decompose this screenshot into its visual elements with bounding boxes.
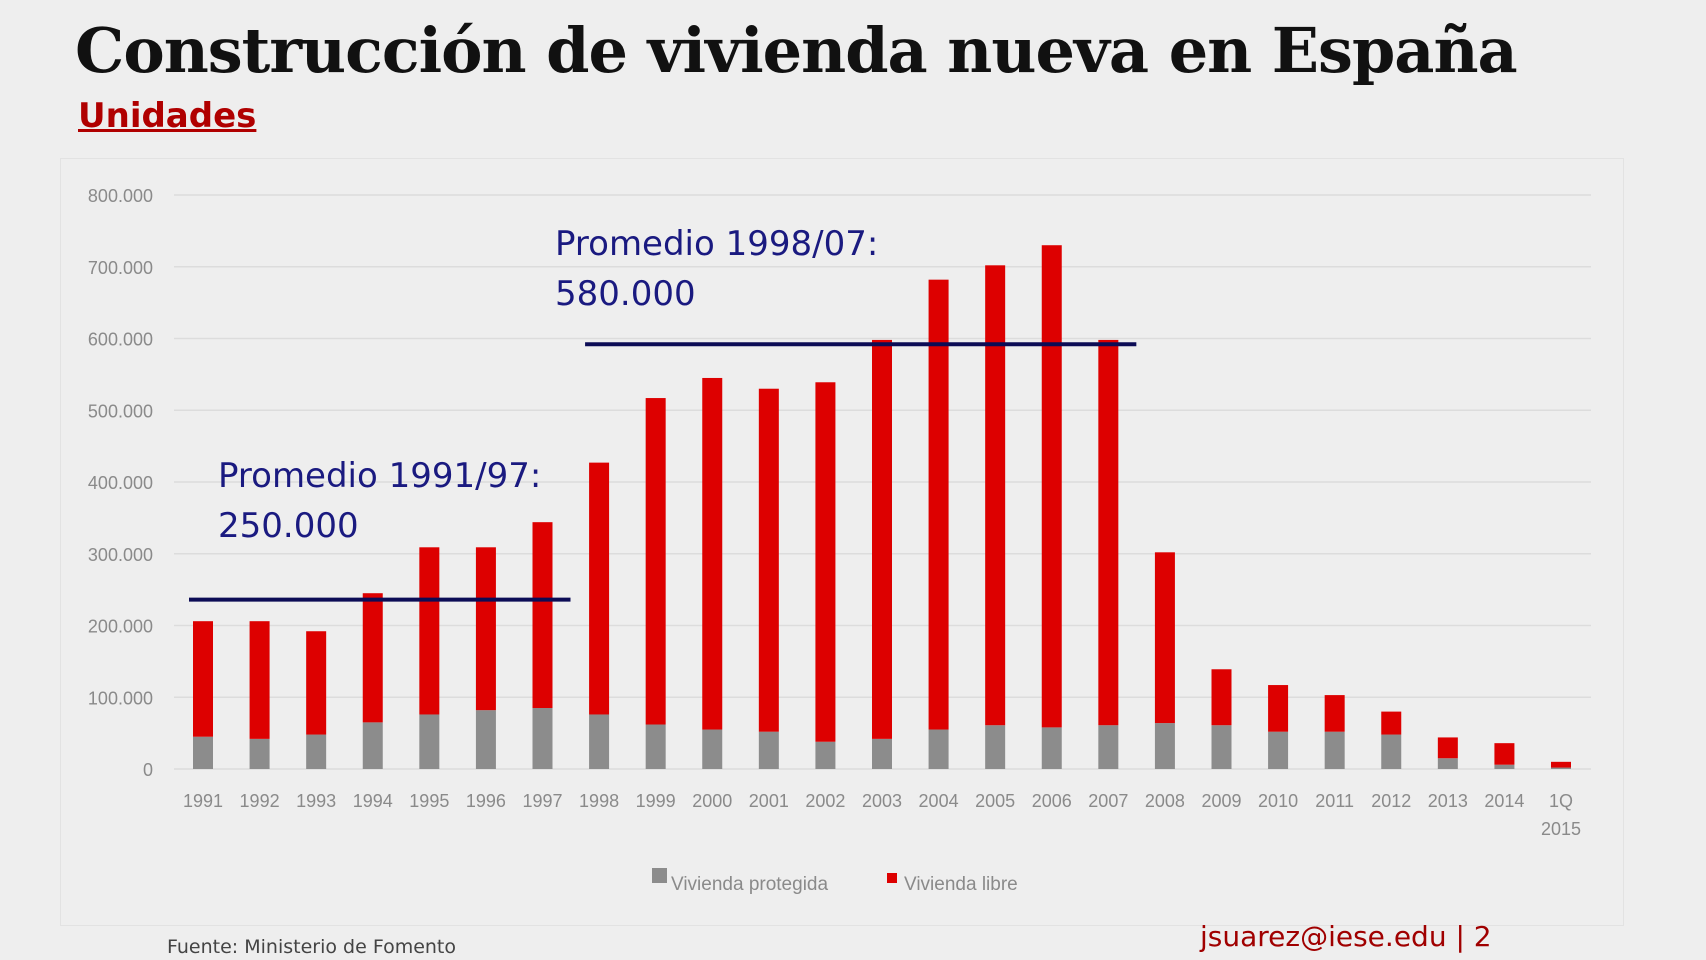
bar-libre	[985, 265, 1006, 726]
legend-label: Vivienda protegida	[671, 874, 828, 895]
x-tick-label: 2004	[919, 791, 959, 811]
average-label: Promedio 1991/97:	[218, 456, 541, 496]
bar-protegida	[1154, 723, 1175, 769]
y-tick-label: 700.000	[88, 258, 153, 278]
bar-libre	[1154, 552, 1175, 724]
bar-libre	[1211, 669, 1232, 726]
y-tick-label: 400.000	[88, 473, 153, 493]
chart-frame	[60, 158, 1624, 926]
bar-libre	[928, 279, 949, 730]
x-tick-label: 1999	[636, 791, 676, 811]
x-tick-label: 1996	[466, 791, 506, 811]
bar-protegida	[1098, 725, 1119, 769]
average-label: Promedio 1998/07:	[555, 224, 878, 264]
x-tick-label: 2014	[1484, 791, 1524, 811]
contact-footer: jsuarez@iese.edu | 2	[1200, 920, 1492, 953]
bar-protegida	[1381, 734, 1402, 769]
bar-libre	[1041, 245, 1062, 728]
x-tick-label: 2009	[1201, 791, 1241, 811]
bar-libre	[193, 621, 213, 737]
legend-label: Vivienda libre	[904, 874, 1018, 895]
x-tick-label: 2008	[1145, 791, 1185, 811]
bar-protegida	[475, 710, 496, 769]
bar-libre	[815, 382, 836, 742]
x-tick-label: 2013	[1428, 791, 1468, 811]
bar-protegida	[306, 734, 327, 769]
bar-libre	[645, 398, 666, 725]
x-tick-label: 2005	[975, 791, 1015, 811]
x-tick-label: 1998	[579, 791, 619, 811]
y-tick-label: 200.000	[88, 617, 153, 637]
bar-protegida	[249, 738, 270, 769]
bar-libre	[1551, 761, 1571, 768]
y-tick-label: 500.000	[88, 401, 153, 421]
bar-protegida	[1268, 731, 1289, 769]
x-tick-label: 1995	[409, 791, 449, 811]
x-tick-label: 2006	[1032, 791, 1072, 811]
bar-libre	[1098, 339, 1119, 726]
legend-swatch	[652, 868, 667, 883]
bar-libre	[702, 377, 723, 730]
x-tick-label: 2010	[1258, 791, 1298, 811]
bar-protegida	[1324, 731, 1345, 769]
bar-protegida	[193, 736, 213, 769]
bar-protegida	[645, 724, 666, 769]
source-note: Fuente: Ministerio de Fomento	[167, 936, 457, 958]
x-tick-label: 2001	[749, 791, 789, 811]
bar-protegida	[1551, 767, 1571, 769]
y-tick-label: 0	[143, 760, 153, 780]
bar-protegida	[532, 708, 553, 769]
bar-protegida	[1211, 725, 1232, 769]
x-tick-label: 2000	[692, 791, 732, 811]
x-tick-label: 1997	[522, 791, 562, 811]
bar-libre	[1324, 695, 1345, 732]
bar-protegida	[1041, 727, 1062, 769]
bar-protegida	[985, 725, 1006, 769]
bar-libre	[758, 388, 779, 732]
average-value: 250.000	[218, 506, 359, 546]
bar-libre	[419, 547, 440, 715]
bar-libre	[306, 631, 327, 735]
page-title: Construcción de vivienda nueva en España	[75, 14, 1518, 87]
bar-protegida	[702, 729, 723, 769]
y-tick-label: 600.000	[88, 330, 153, 350]
y-tick-label: 100.000	[88, 688, 153, 708]
y-tick-label: 800.000	[88, 186, 153, 206]
page-subtitle: Unidades	[78, 96, 257, 136]
bar-libre	[532, 522, 553, 709]
x-tick-label: 1992	[240, 791, 280, 811]
y-tick-label: 300.000	[88, 545, 153, 565]
bar-protegida	[362, 722, 383, 769]
bar-libre	[1437, 737, 1458, 759]
bar-libre	[362, 593, 383, 723]
bar-libre	[872, 339, 892, 739]
x-tick-label: 2011	[1315, 791, 1354, 811]
bar-protegida	[872, 738, 892, 769]
bar-libre	[1268, 685, 1289, 732]
bar-protegida	[589, 714, 610, 769]
x-tick-label: 2007	[1088, 791, 1128, 811]
x-tick-label: 2015	[1541, 819, 1581, 839]
average-value: 580.000	[555, 274, 696, 314]
x-tick-label: 1Q	[1549, 791, 1573, 811]
x-tick-label: 2003	[862, 791, 902, 811]
bar-libre	[589, 462, 610, 715]
bar-libre	[1381, 711, 1402, 735]
x-tick-label: 1993	[296, 791, 336, 811]
bar-protegida	[1437, 758, 1458, 769]
bar-protegida	[815, 741, 836, 769]
bar-protegida	[758, 731, 779, 769]
bar-protegida	[419, 714, 440, 769]
bar-protegida	[928, 729, 949, 769]
bar-protegida	[1494, 764, 1515, 769]
legend-swatch	[887, 873, 897, 883]
bar-libre	[1494, 743, 1515, 765]
x-tick-label: 1991	[183, 791, 223, 811]
bar-libre	[249, 621, 270, 739]
bar-libre	[475, 547, 496, 711]
x-tick-label: 1994	[353, 791, 393, 811]
x-tick-label: 2012	[1371, 791, 1411, 811]
x-tick-label: 2002	[805, 791, 845, 811]
